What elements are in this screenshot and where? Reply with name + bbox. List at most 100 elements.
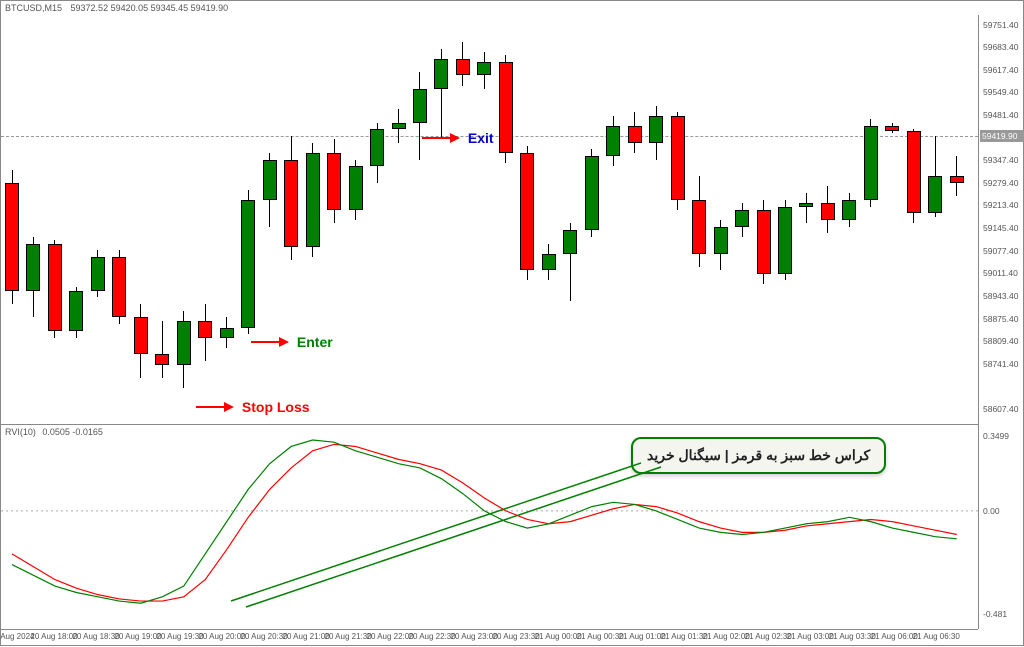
stop-loss-label: Stop Loss xyxy=(242,399,310,415)
indicator-tick: 0.3499 xyxy=(983,431,1009,441)
time-tick: 20 Aug 19:30 xyxy=(156,632,203,641)
candle-body xyxy=(91,257,105,291)
time-tick: 20 Aug 21:00 xyxy=(283,632,330,641)
candle-body xyxy=(349,166,363,210)
candle-body xyxy=(134,317,148,354)
candle-body xyxy=(842,200,856,220)
indicator-header: RVI(10) 0.0505 -0.0165 xyxy=(5,427,103,437)
price-tick: 59683.40 xyxy=(983,42,1018,52)
candle-body xyxy=(370,129,384,166)
callout-box: کراس خط سبز به قرمز | سیگنال خرید xyxy=(631,437,886,474)
candle-body xyxy=(778,207,792,274)
candle-body xyxy=(735,210,749,227)
stop-loss-annotation: Stop Loss xyxy=(196,398,310,415)
price-tick: 58875.40 xyxy=(983,314,1018,324)
candle-body xyxy=(649,116,663,143)
candle-body xyxy=(112,257,126,317)
candle-body xyxy=(928,176,942,213)
candle-body xyxy=(220,328,234,338)
price-tick: 58741.40 xyxy=(983,359,1018,369)
time-tick: 20 Aug 23:30 xyxy=(493,632,540,641)
time-tick: 21 Aug 03:00 xyxy=(787,632,834,641)
candle-body xyxy=(585,156,599,230)
ohlc: 59372.52 59420.05 59345.45 59419.90 xyxy=(71,3,229,13)
time-tick: 20 Aug 18:00 xyxy=(30,632,77,641)
price-tick: 59751.40 xyxy=(983,20,1018,30)
candle-body xyxy=(263,160,277,200)
time-tick: 21 Aug 02:30 xyxy=(745,632,792,641)
candle-body xyxy=(714,227,728,254)
time-tick: 20 Aug 2024 xyxy=(0,632,34,641)
price-tick: 59213.40 xyxy=(983,200,1018,210)
candle-body xyxy=(413,89,427,123)
candle-body xyxy=(799,203,813,206)
indicator-axis: 0.3499 0.00 -0.481 xyxy=(978,425,1024,629)
indicator-tick: 0.00 xyxy=(983,506,1000,516)
candle-body xyxy=(499,62,513,153)
candle-body xyxy=(392,123,406,130)
candle-wick xyxy=(806,193,807,223)
candle-body xyxy=(477,62,491,75)
time-tick: 21 Aug 02:00 xyxy=(703,632,750,641)
candle-body xyxy=(306,153,320,247)
time-tick: 20 Aug 23:00 xyxy=(451,632,498,641)
time-tick: 21 Aug 06:30 xyxy=(913,632,960,641)
candle-body xyxy=(950,176,964,183)
time-tick: 20 Aug 21:30 xyxy=(325,632,372,641)
time-tick: 20 Aug 22:30 xyxy=(409,632,456,641)
candle-body xyxy=(177,321,191,365)
price-tick: 59011.40 xyxy=(983,268,1018,278)
candle-body xyxy=(821,203,835,220)
price-tick: 59145.40 xyxy=(983,223,1018,233)
candle-body xyxy=(434,59,448,89)
candle-body xyxy=(198,321,212,338)
candle-body xyxy=(155,354,169,364)
candle-wick xyxy=(162,321,163,378)
candle-body xyxy=(864,126,878,200)
candle-body xyxy=(671,116,685,200)
enter-annotation: Enter xyxy=(251,333,333,350)
price-tick: 59549.40 xyxy=(983,87,1018,97)
price-tick: 58607.40 xyxy=(983,404,1018,414)
time-tick: 20 Aug 20:30 xyxy=(240,632,287,641)
indicator-tick: -0.481 xyxy=(983,609,1007,619)
candle-body xyxy=(606,126,620,156)
symbol: BTCUSD,M15 xyxy=(5,3,62,13)
candle-body xyxy=(757,210,771,274)
candle-body xyxy=(885,126,899,131)
candle-body xyxy=(456,59,470,76)
candle-body xyxy=(26,244,40,291)
candle-body xyxy=(563,230,577,254)
price-tick: 58809.40 xyxy=(983,336,1018,346)
candle-body xyxy=(542,254,556,271)
indicator-name: RVI(10) xyxy=(5,427,36,437)
time-tick: 21 Aug 06:00 xyxy=(871,632,918,641)
time-axis: 20 Aug 202420 Aug 18:0020 Aug 18:30 20 Au… xyxy=(1,629,978,647)
candle-body xyxy=(692,200,706,254)
candle-body xyxy=(284,160,298,247)
candle-body xyxy=(327,153,341,210)
price-chart[interactable]: 59419.90 xyxy=(1,15,978,425)
price-tick: 59347.40 xyxy=(983,155,1018,165)
candle-body xyxy=(520,153,534,271)
time-tick: 21 Aug 03:30 xyxy=(829,632,876,641)
indicator-values: 0.0505 -0.0165 xyxy=(42,427,103,437)
candle-body xyxy=(241,200,255,328)
time-tick: 20 Aug 18:30 xyxy=(72,632,119,641)
candle-body xyxy=(628,126,642,143)
exit-label: Exit xyxy=(468,130,494,146)
price-axis: 59751.4059683.4059617.4059549.4059481.40… xyxy=(978,15,1024,425)
time-tick: 20 Aug 20:00 xyxy=(198,632,245,641)
callout-text: کراس خط سبز به قرمز | سیگنال خرید xyxy=(647,447,870,463)
price-tick: 59481.40 xyxy=(983,110,1018,120)
time-tick: 20 Aug 22:00 xyxy=(367,632,414,641)
candle-body xyxy=(907,131,921,213)
candle-body xyxy=(48,244,62,331)
chart-header: BTCUSD,M15 59372.52 59420.05 59345.45 59… xyxy=(5,3,228,13)
enter-label: Enter xyxy=(297,334,333,350)
time-tick: 21 Aug 01:30 xyxy=(661,632,708,641)
price-tick: 58943.40 xyxy=(983,291,1018,301)
price-tick: 59077.40 xyxy=(983,246,1018,256)
exit-annotation: Exit xyxy=(422,129,494,146)
candle-body xyxy=(69,291,83,331)
